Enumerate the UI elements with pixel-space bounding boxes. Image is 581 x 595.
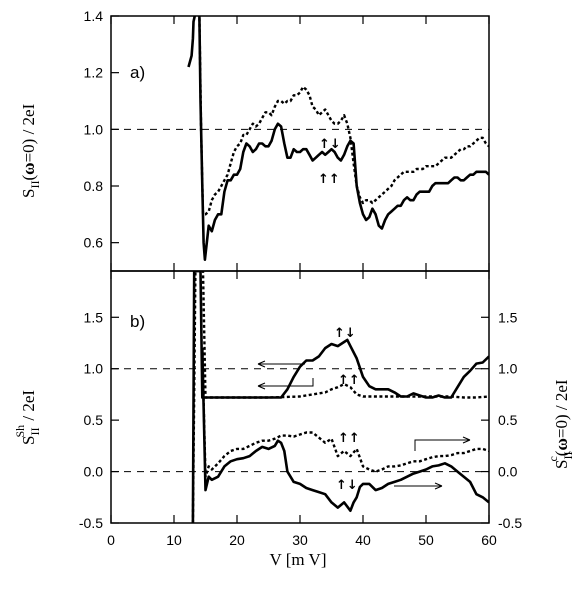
panel-a-y-tick-label-4: 1.4: [84, 8, 104, 24]
arrow-left-upper: [257, 360, 305, 368]
panel-b-annotation-parallel-upper: ↑↑: [338, 373, 360, 388]
panel-a-frame: [110, 15, 490, 272]
svg-text:SIISh / 2eI: SIISh / 2eI: [13, 390, 42, 445]
panel-b-y-right-tick-label-4: 1.5: [498, 309, 518, 325]
panel-b: -0.5 0.0 0.5 1.0 1.5 -0.5 0.0 0.5 1.0 1.5 0 10 20 30 4…: [13, 270, 575, 548]
x-tick-label-1: 10: [166, 532, 182, 548]
svg-text:SIIc(ω=0) / 2eI: SIIc(ω=0) / 2eI: [546, 379, 575, 469]
panel-a-y-tick-label-0: 0.6: [84, 235, 104, 251]
x-tick-label-0: 0: [107, 532, 115, 548]
panel-b-y-left-tick-label-3: 1.0: [84, 361, 104, 377]
x-axis-label: V [m V]: [270, 550, 327, 569]
panel-b-reference-line-group: [111, 368, 489, 473]
x-tick-label-4: 40: [355, 532, 371, 548]
arrow-right-lower: [394, 482, 443, 490]
panel-b-annotation-antiparallel-lower: ↑↓: [336, 478, 358, 493]
panel-b-y-axis-label-right: SIIc(ω=0) / 2eI: [546, 379, 575, 469]
panel-b-pointer-arrows: [257, 360, 471, 490]
panel-a-y-tick-label-1: 0.8: [84, 178, 104, 194]
panel-b-y-right-tick-label-1: 0.0: [498, 464, 518, 480]
panel-a-ticks: 0.6 0.8 1.0 1.2 1.4: [84, 8, 490, 271]
arrow-left-lower: [257, 378, 314, 390]
panel-b-annotation-parallel-lower: ↑↑: [338, 431, 360, 446]
panel-b-y-axis-label-left: SIISh / 2eI: [13, 390, 42, 445]
panel-a-series-1-dotted: [198, 16, 489, 216]
panel-a-series-0-solid: [187, 16, 489, 262]
panel-a-y-tick-label-3: 1.2: [84, 65, 104, 81]
panel-b-series-3-dotted: [201, 348, 489, 478]
panel-a-series: [187, 16, 489, 262]
panel-a-annotation-antiparallel: ↑↓: [319, 137, 341, 152]
x-tick-label-6: 60: [481, 532, 497, 548]
panel-a: 0.6 0.8 1.0 1.2 1.4 a) SII(ω=0) / 2eI ↑↑ ↑↓: [19, 8, 490, 272]
panel-b-y-left-tick-label-2: 0.5: [84, 412, 104, 428]
panel-b-annotation-antiparallel-upper: ↑↓: [334, 326, 356, 341]
panel-b-series-2-solid: [201, 348, 489, 513]
svg-text:SII(ω=0) / 2eI: SII(ω=0) / 2eI: [19, 103, 42, 198]
panel-a-y-axis-label: SII(ω=0) / 2eI: [19, 103, 42, 198]
x-tick-label-5: 50: [418, 532, 434, 548]
panel-b-label: b): [130, 312, 145, 331]
panel-a-label: a): [130, 63, 145, 82]
panel-a-y-tick-label-2: 1.0: [84, 121, 104, 137]
panel-b-y-right-tick-label-3: 1.0: [498, 361, 518, 377]
panel-b-series: [191, 271, 489, 523]
panel-b-y-left-tick-label-1: 0.0: [84, 464, 104, 480]
panel-b-y-left-tick-label-0: -0.5: [79, 515, 103, 531]
arrow-right-upper: [414, 436, 471, 451]
panel-a-annotation-parallel: ↑↑: [318, 172, 340, 187]
panel-b-y-right-tick-label-0: -0.5: [498, 515, 522, 531]
panel-b-y-right-tick-label-2: 0.5: [498, 412, 518, 428]
x-tick-label-3: 30: [292, 532, 308, 548]
panel-b-ticks: -0.5 0.0 0.5 1.0 1.5 -0.5 0.0 0.5 1.0 1.5 0 10 20 30 4…: [79, 271, 522, 548]
panel-b-y-left-tick-label-4: 1.5: [84, 309, 104, 325]
x-tick-label-2: 20: [229, 532, 245, 548]
